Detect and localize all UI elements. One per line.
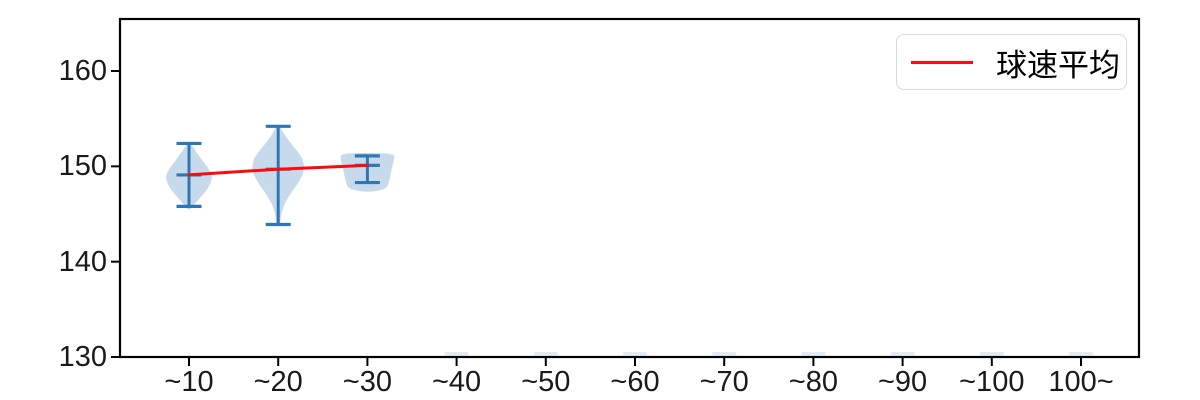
x-tick-label: ~80 — [788, 366, 838, 398]
x-tick-label: ~10 — [164, 366, 214, 398]
empty-violin-strip — [801, 352, 826, 356]
x-tick-label: ~70 — [699, 366, 749, 398]
legend-line-sample — [911, 60, 973, 64]
x-tick-label: ~20 — [253, 366, 303, 398]
mean-speed-line — [187, 163, 369, 177]
x-tick-label: ~40 — [431, 366, 482, 398]
x-tick-label: ~30 — [342, 366, 392, 398]
y-tick-label: 140 — [58, 245, 107, 278]
x-tick-label: 100~ — [1048, 366, 1114, 398]
empty-violin-strip — [1069, 352, 1093, 356]
empty-violin-strip — [533, 352, 558, 356]
plot-frame — [118, 17, 1141, 359]
x-tick-label: ~50 — [521, 366, 571, 398]
x-tick-label: ~100 — [959, 366, 1025, 398]
empty-violin-strip — [890, 352, 915, 356]
empty-violin-strip — [444, 352, 469, 356]
y-tick-label: 150 — [58, 150, 107, 183]
y-tick-label: 130 — [58, 341, 107, 373]
empty-violin-strip — [623, 352, 647, 356]
x-tick-label: ~60 — [610, 366, 660, 398]
y-tick-label: 160 — [58, 55, 107, 87]
legend-label: 球速平均 — [996, 47, 1120, 83]
empty-violin-strip — [979, 352, 1004, 356]
x-tick-label: ~90 — [877, 366, 928, 398]
legend: 球速平均 — [896, 34, 1127, 90]
empty-violin-strip — [712, 352, 737, 356]
